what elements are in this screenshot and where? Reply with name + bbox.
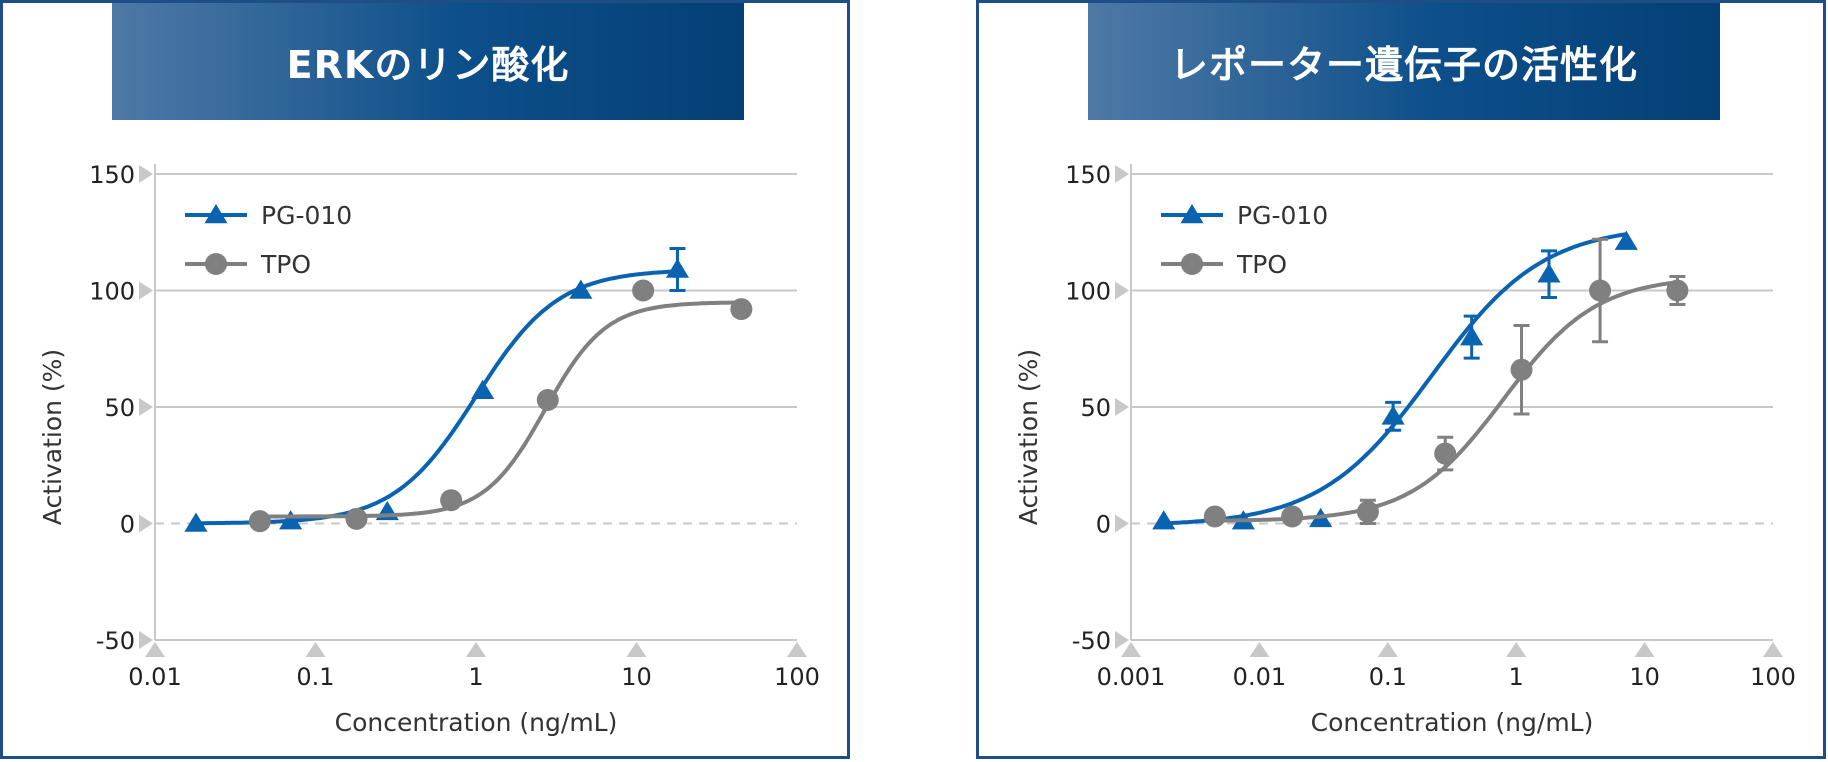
data-point-tpo (1356, 500, 1379, 523)
legend-label: PG-010 (1237, 201, 1328, 230)
data-point-pg-010 (471, 379, 495, 399)
y-tick-label: 0 (120, 511, 135, 539)
x-tick-marker (466, 642, 486, 657)
erk-dose-response-chart: -50 0 50 100 150 0.01 0.1 1 10 100 Concentration (… (38, 161, 820, 737)
x-tick-label: 0.001 (1097, 663, 1166, 691)
y-tick-label: 100 (1065, 278, 1111, 306)
y-tick-marker (139, 165, 153, 183)
x-tick-marker (1249, 642, 1270, 657)
legend-marker (1180, 204, 1204, 224)
data-point-tpo (730, 298, 753, 321)
x-tick-marker (626, 642, 647, 657)
y-tick-label: -50 (1072, 627, 1111, 655)
y-tick-label: 100 (89, 278, 135, 306)
y-tick-marker (1115, 398, 1129, 416)
data-point-tpo (1203, 505, 1226, 528)
reporter-gene-panel: レポーター遺伝子の活性化 -50 0 50 100 150 0.001 0.01 0.1 1 10… (976, 0, 1826, 759)
y-tick-label: 0 (1096, 511, 1111, 539)
x-tick-marker (787, 642, 807, 657)
data-point-pg-010 (184, 512, 208, 532)
y-tick-marker (1115, 631, 1129, 649)
x-tick-label: 0.01 (1233, 663, 1286, 691)
y-tick-label: 50 (1080, 394, 1111, 422)
y-axis-title: Activation (%) (38, 349, 67, 525)
data-point-pg-010 (279, 510, 303, 530)
legend-label: TPO (260, 250, 311, 279)
legend-marker (1181, 253, 1203, 275)
data-point-pg-010 (1614, 230, 1638, 250)
y-tick-marker (139, 281, 153, 300)
data-point-tpo (1434, 442, 1457, 465)
x-tick-label: 0.1 (296, 663, 334, 691)
y-axis-title: Activation (%) (1014, 349, 1043, 525)
x-tick-label: 0.01 (128, 663, 181, 691)
erk-phosphorylation-panel: ERKのリン酸化 -50 0 50 100 150 0.01 0.1 1 10 100 Concen… (0, 0, 850, 759)
data-point-tpo (1281, 505, 1304, 528)
data-point-tpo (1510, 358, 1533, 381)
x-tick-marker (1763, 642, 1783, 657)
chart-title: ERKのリン酸化 (286, 43, 570, 87)
reporter-dose-response-chart: -50 0 50 100 150 0.001 0.01 0.1 1 10 100 Concentrat… (1014, 161, 1796, 737)
x-tick-marker (1634, 642, 1655, 657)
legend-label: PG-010 (261, 201, 352, 230)
data-point-tpo (1666, 279, 1689, 302)
chart-title: レポーター遺伝子の活性化 (1169, 43, 1638, 87)
data-point-pg-010 (569, 279, 593, 299)
y-tick-marker (139, 398, 153, 416)
x-tick-label: 1 (1509, 663, 1524, 691)
data-point-pg-010 (665, 258, 690, 278)
y-tick-label: 150 (89, 161, 135, 189)
data-point-tpo (248, 510, 271, 533)
x-axis-title: Concentration (ng/mL) (335, 708, 618, 737)
y-tick-label: -50 (96, 627, 135, 655)
y-tick-marker (139, 514, 153, 533)
data-point-pg-010 (1460, 326, 1484, 346)
x-tick-marker (1377, 642, 1398, 657)
x-tick-marker (145, 642, 165, 657)
chart-title-banner: ERKのリン酸化 (112, 3, 744, 120)
legend-label: TPO (1236, 250, 1287, 279)
fit-curve-pg-010 (196, 269, 678, 526)
x-tick-label: 10 (1629, 663, 1660, 691)
x-axis-title: Concentration (ng/mL) (1311, 708, 1594, 737)
data-point-tpo (536, 389, 559, 412)
y-tick-marker (1115, 165, 1129, 183)
x-tick-marker (1121, 642, 1141, 657)
data-point-pg-010 (1381, 405, 1405, 425)
x-tick-label: 100 (774, 663, 820, 691)
legend-marker (205, 253, 227, 275)
data-point-tpo (632, 279, 655, 302)
y-tick-marker (1115, 281, 1129, 300)
data-point-pg-010 (1152, 510, 1176, 530)
x-tick-label: 100 (1750, 663, 1796, 691)
y-tick-label: 150 (1065, 161, 1111, 189)
x-tick-label: 1 (468, 663, 483, 691)
data-point-tpo (345, 507, 368, 530)
data-point-tpo (1589, 279, 1612, 302)
x-tick-marker (1506, 642, 1527, 657)
x-tick-marker (305, 642, 326, 657)
x-tick-label: 10 (621, 663, 652, 691)
y-tick-marker (139, 631, 153, 649)
fit-curve-tpo (259, 300, 742, 519)
data-point-pg-010 (1537, 263, 1561, 283)
y-tick-label: 50 (104, 394, 135, 422)
fit-curve-tpo (1214, 280, 1678, 523)
x-tick-label: 0.1 (1369, 663, 1407, 691)
y-tick-marker (1115, 514, 1129, 533)
chart-title-banner: レポーター遺伝子の活性化 (1088, 3, 1720, 120)
data-point-tpo (440, 489, 463, 512)
legend-marker (204, 204, 228, 224)
